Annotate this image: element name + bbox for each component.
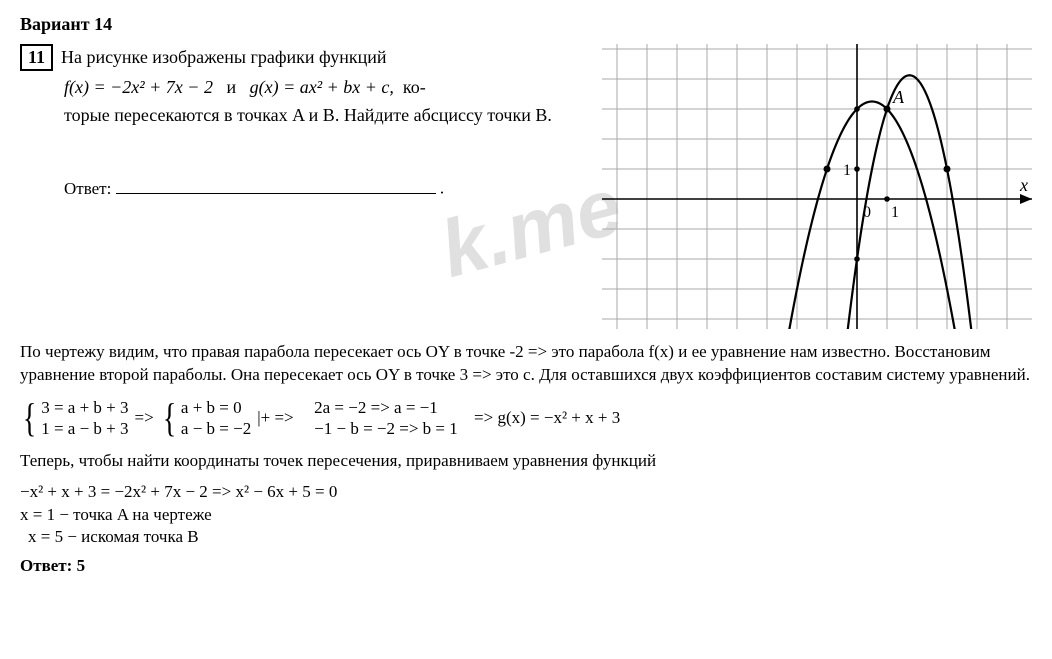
svg-text:A: A	[892, 87, 905, 107]
final-answer-value: 5	[77, 556, 86, 575]
svg-text:0: 0	[863, 204, 871, 221]
svg-text:x: x	[1019, 175, 1028, 195]
graph-svg: A 0 1 1 x	[602, 44, 1032, 329]
answer-label: Ответ:	[20, 179, 111, 198]
solution-p1: По чертежу видим, что правая парабола пе…	[20, 341, 1032, 387]
system-row: { 3 = a + b + 3 1 = a − b + 3 => { a + b…	[20, 397, 1032, 440]
brace-icon: {	[23, 398, 36, 438]
problem-number-box: 11	[20, 44, 53, 71]
problem-statement: 11На рисунке изображены графики функций …	[20, 44, 586, 127]
plus-note: |+ =>	[257, 407, 293, 430]
sys1-bot: 1 = a − b + 3	[41, 418, 128, 439]
answer-row: Ответ: .	[20, 177, 586, 200]
sys2-bot: a − b = −2	[181, 418, 251, 439]
brace-icon: {	[163, 398, 176, 438]
answer-period: .	[440, 179, 444, 198]
final-answer-label: Ответ:	[20, 556, 77, 575]
answer-blank	[116, 177, 436, 193]
res-bot: −1 − b = −2 => b = 1	[314, 418, 458, 439]
and-word: и	[226, 77, 236, 97]
solution-p2: Теперь, чтобы найти координаты точек пер…	[20, 450, 1032, 473]
svg-text:1: 1	[843, 162, 851, 179]
equation-line: −x² + x + 3 = −2x² + 7x − 2 => x² − 6x +…	[20, 481, 1032, 504]
arrow1: =>	[135, 407, 154, 430]
svg-text:1: 1	[891, 204, 899, 221]
res-top: 2a = −2 => a = −1	[314, 397, 458, 418]
g-expression: g(x) = ax² + bx + c,	[250, 77, 394, 97]
x-a-line: x = 1 − точка A на чертеже	[20, 504, 1032, 527]
graph-panel: A 0 1 1 x	[602, 44, 1032, 329]
x-b-line: x = 5 − искомая точка B	[20, 526, 1032, 549]
problem-line2: торые пересекаются в точках A и B. Найди…	[20, 103, 586, 127]
g-result: => g(x) = −x² + x + 3	[474, 407, 620, 430]
problem-line1: На рисунке изображены графики функций	[61, 47, 387, 67]
variant-title: Вариант 14	[20, 12, 1032, 36]
f-expression: f(x) = −2x² + 7x − 2	[64, 77, 213, 97]
sys1-top: 3 = a + b + 3	[41, 397, 128, 418]
tail-word: ко-	[403, 77, 426, 97]
sys2-top: a + b = 0	[181, 397, 251, 418]
